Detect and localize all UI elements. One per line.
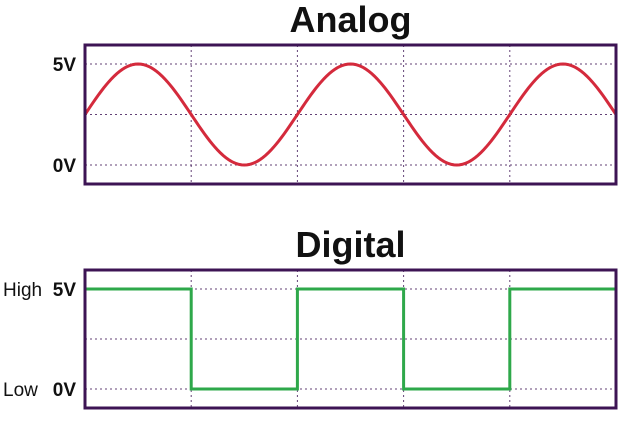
digital-level-label: High	[3, 280, 42, 301]
digital-plot-frame	[83, 268, 618, 410]
analog-tick-label: 0V	[53, 156, 77, 177]
analog-chart-title: Analog	[289, 0, 412, 40]
digital-chart: 5V High 0V Low	[3, 268, 618, 410]
digital-level-label: Low	[3, 380, 38, 401]
digital-tick-label: 5V	[53, 280, 77, 301]
analog-tick-label: 5V	[53, 55, 77, 76]
digital-chart-title: Digital	[295, 224, 406, 265]
analog-signal-line	[83, 62, 618, 167]
digital-signal-line	[85, 287, 618, 391]
analog-plot-frame	[83, 43, 618, 186]
analog-chart: 5V 0V	[53, 43, 618, 186]
digital-tick-label: 0V	[53, 380, 77, 401]
